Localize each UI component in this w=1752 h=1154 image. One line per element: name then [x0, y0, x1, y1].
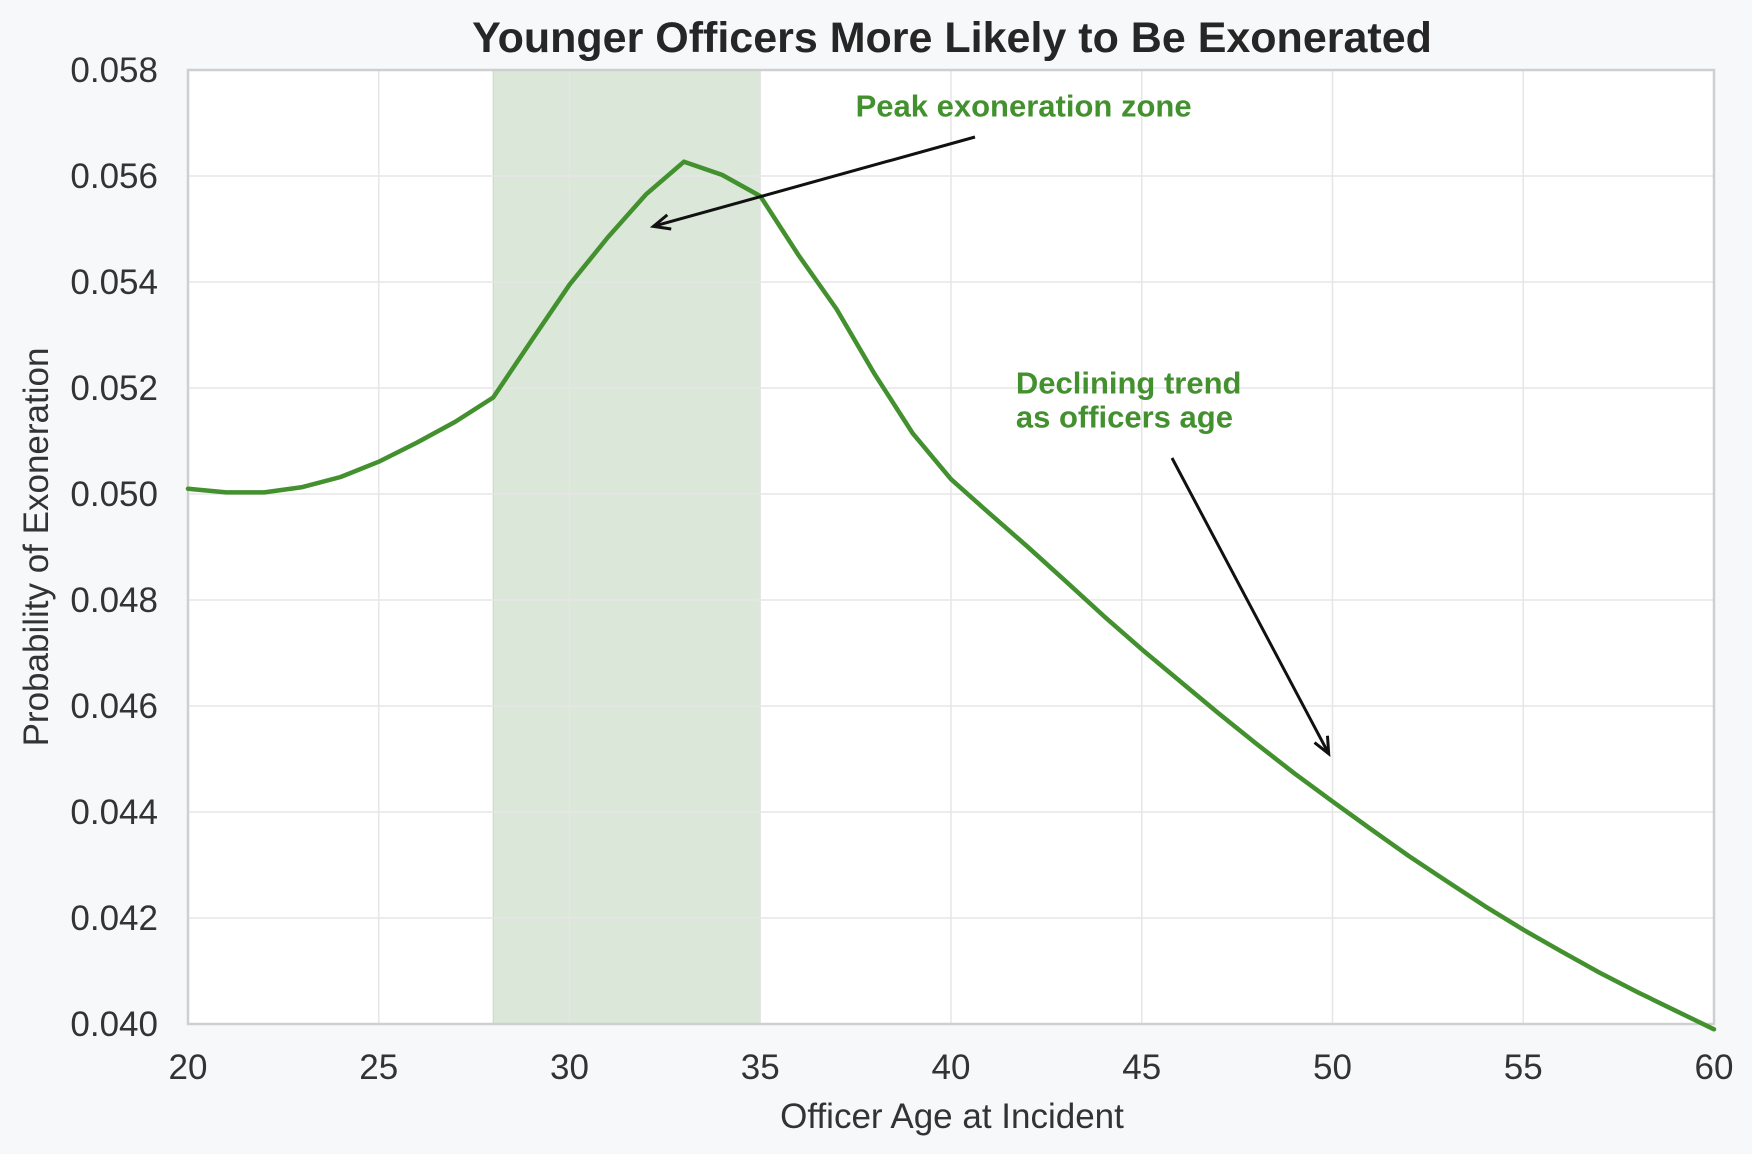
- x-tick-label: 60: [1695, 1048, 1734, 1087]
- y-tick-label: 0.052: [70, 369, 158, 408]
- y-axis-label: Probability of Exoneration: [17, 348, 56, 747]
- x-axis-ticks: 20 25 30 35 40 45 50 55 60: [169, 1048, 1734, 1087]
- annotation-text: as officers age: [1016, 399, 1233, 434]
- x-tick-label: 35: [741, 1048, 780, 1087]
- peak-arrow: [649, 135, 976, 231]
- y-tick-label: 0.048: [70, 581, 158, 620]
- y-tick-label: 0.054: [70, 263, 158, 302]
- x-tick-label: 40: [932, 1048, 971, 1087]
- y-tick-label: 0.056: [70, 157, 158, 196]
- y-tick-label: 0.058: [70, 51, 158, 90]
- annotation-text: Peak exoneration zone: [856, 89, 1192, 124]
- arrow-head: [1313, 735, 1331, 757]
- arrow-shaft: [1170, 457, 1331, 755]
- axes-frame: [186, 68, 1716, 1026]
- x-axis-label: Officer Age at Incident: [780, 1097, 1124, 1136]
- x-tick-label: 30: [550, 1048, 589, 1087]
- annotation-text: Declining trend: [1016, 365, 1242, 400]
- y-tick-label: 0.040: [70, 1005, 158, 1044]
- exoneration-probability-line: [185, 159, 1717, 1032]
- x-tick-label: 25: [359, 1048, 398, 1087]
- y-tick-label: 0.042: [70, 899, 158, 938]
- x-tick-label: 55: [1504, 1048, 1543, 1087]
- arrow-shaft: [653, 135, 976, 228]
- peak-zone-band: [492, 69, 761, 1025]
- declining-arrow: [1170, 457, 1331, 757]
- chart-title: Younger Officers More Likely to Be Exone…: [472, 14, 1432, 62]
- y-tick-label: 0.044: [70, 793, 158, 832]
- series-group: [185, 159, 1717, 1032]
- x-tick-label: 50: [1313, 1048, 1352, 1087]
- x-tick-label: 20: [169, 1048, 208, 1087]
- y-tick-label: 0.050: [70, 475, 158, 514]
- x-tick-label: 45: [1122, 1048, 1161, 1087]
- y-tick-label: 0.046: [70, 687, 158, 726]
- y-axis-ticks: 0.040 0.042 0.044 0.046 0.048 0.050 0.052 0.054…: [70, 51, 158, 1044]
- arrow-head: [649, 213, 672, 231]
